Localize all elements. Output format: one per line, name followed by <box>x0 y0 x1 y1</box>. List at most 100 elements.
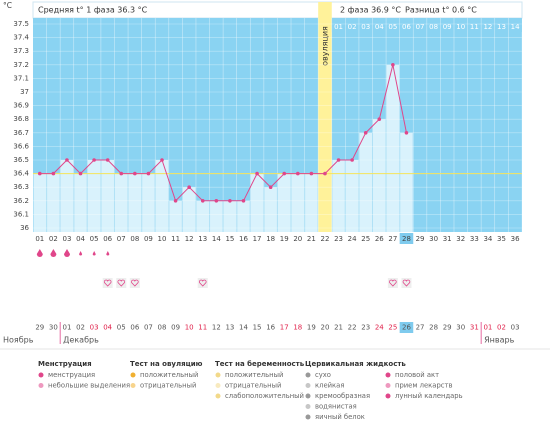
temperature-point <box>282 171 287 176</box>
heart-box <box>116 278 127 288</box>
x-tick-label: 02 <box>49 235 58 243</box>
y-tick-label: 36.3 <box>13 183 29 191</box>
legend-title: Тест на овуляцию <box>130 360 203 368</box>
calendar-date: 24 <box>375 324 384 332</box>
calendar-date: 25 <box>388 324 397 332</box>
temperature-point <box>78 171 83 176</box>
y-tick-label: 36.5 <box>13 156 29 164</box>
drop <box>50 249 57 257</box>
legend-item: клейкая <box>315 382 344 390</box>
temperature-bar <box>237 200 250 232</box>
calendar-date: 01 <box>62 324 71 332</box>
x-tick-label: 12 <box>185 235 194 243</box>
phase2-day-label: 07 <box>416 23 425 31</box>
legend-icon <box>305 383 311 388</box>
x-tick-label: 05 <box>90 235 99 243</box>
calendar-date: 03 <box>511 324 520 332</box>
calendar-date: 14 <box>239 324 248 332</box>
temperature-point <box>377 117 382 121</box>
calendar-date: 09 <box>171 324 180 332</box>
temperature-point <box>391 63 395 67</box>
temperature-point <box>268 185 273 189</box>
phase2-average: 2 фаза 36.9 °C <box>340 6 401 15</box>
calendar-date: 31 <box>470 324 479 332</box>
x-tick-label: 20 <box>293 235 302 243</box>
calendar-date: 02 <box>76 324 85 332</box>
calendar-date: 30 <box>49 324 58 332</box>
x-tick-label: 32 <box>456 235 465 243</box>
temperature-bar <box>386 64 400 232</box>
temperature-bar <box>74 173 87 232</box>
legend-item: лунный календарь <box>395 392 463 400</box>
phase2-day-label: 09 <box>443 23 452 31</box>
legend-item: положительный <box>140 371 198 379</box>
phase2-day-label: 03 <box>361 23 370 31</box>
x-tick-label: 04 <box>76 235 85 243</box>
calendar-date: 02 <box>497 324 506 332</box>
calendar-date: 17 <box>280 324 289 332</box>
x-tick-label: 03 <box>62 235 71 243</box>
phase2-day-label: 01 <box>334 23 343 31</box>
temperature-bar <box>47 173 60 232</box>
temperature-bar <box>182 187 196 232</box>
x-tick-label: 21 <box>307 235 316 243</box>
y-tick-label: 37.2 <box>13 61 29 69</box>
heart-box <box>129 278 140 288</box>
calendar-date: 05 <box>117 324 126 332</box>
temperature-bar <box>101 160 114 232</box>
temperature-bar <box>345 160 359 232</box>
calendar-date: 18 <box>293 324 302 332</box>
temperature-point <box>323 171 327 176</box>
x-tick-label: 24 <box>348 235 357 243</box>
legend-icon <box>305 414 311 420</box>
calendar-date: 26 <box>402 324 411 332</box>
x-tick-label: 01 <box>35 235 44 243</box>
temperature-point <box>309 171 314 176</box>
calendar-date: 12 <box>212 324 221 332</box>
calendar-date: 27 <box>416 324 425 332</box>
x-tick-label: 31 <box>443 235 452 243</box>
temperature-bar <box>196 200 210 232</box>
x-tick-label: 18 <box>266 235 275 243</box>
legend-icon <box>38 383 44 388</box>
legend-title: Цервикальная жидкость <box>305 360 406 368</box>
calendar-date: 03 <box>90 324 99 332</box>
temperature-point <box>146 171 151 176</box>
y-tick-label: 36.9 <box>13 102 29 110</box>
legend-icon <box>385 393 391 399</box>
temperature-bar <box>223 200 237 232</box>
heart-box <box>197 278 208 288</box>
temperature-bar <box>87 160 101 232</box>
legend-item: яичный белок <box>315 413 365 421</box>
temperature-bar <box>373 119 386 232</box>
phase1-average: Средняя t° 1 фаза 36.3 °C <box>38 6 148 15</box>
phase2-day-label: 04 <box>375 23 384 31</box>
phase2-day-label: 10 <box>456 23 465 31</box>
temperature-difference: Разница t° 0.6 °C <box>405 6 477 15</box>
calendar-date: 16 <box>266 324 275 332</box>
calendar-date: 23 <box>361 324 370 332</box>
legend-item: положительный <box>225 371 283 379</box>
temperature-bar <box>128 173 142 232</box>
month-label: Январь <box>484 336 514 345</box>
temperature-point <box>296 171 300 176</box>
temperature-bar <box>264 187 277 232</box>
x-tick-label: 14 <box>212 235 221 243</box>
temperature-bar <box>114 173 128 232</box>
heart <box>198 279 207 287</box>
legend-icon <box>305 372 311 378</box>
small-drop <box>106 251 110 256</box>
month-label: Декабрь <box>63 336 99 345</box>
x-tick-label: 08 <box>130 235 139 243</box>
temperature-bar <box>291 173 305 232</box>
phase2-day-label: 13 <box>497 23 506 31</box>
x-tick-label: 35 <box>497 235 506 243</box>
today-highlight <box>399 233 414 244</box>
drop <box>36 249 43 257</box>
legend-item: отрицательный <box>225 382 281 390</box>
x-tick-label: 29 <box>416 235 425 243</box>
menstruation-icons <box>36 249 110 257</box>
temperature-point <box>336 158 341 162</box>
x-tick-label: 25 <box>361 235 370 243</box>
temperature-bar <box>359 132 372 232</box>
